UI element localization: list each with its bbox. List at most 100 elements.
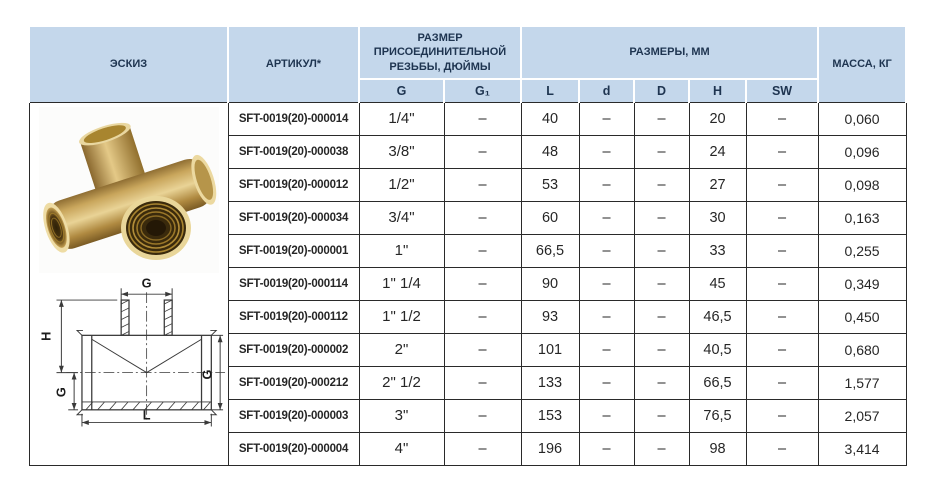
cell-h: 30 — [688, 200, 747, 235]
dim-label-h: H — [38, 331, 53, 340]
cell-d_cap: – — [633, 167, 690, 202]
cell-mass: 0,450 — [817, 299, 907, 334]
cell-article: SFT-0019(20)-000001 — [227, 233, 360, 268]
cell-mass: 0,098 — [817, 167, 907, 202]
cell-d: – — [578, 167, 635, 202]
cell-sw: – — [745, 266, 819, 301]
cell-h: 98 — [688, 431, 747, 466]
cell-mass: 1,577 — [817, 365, 907, 400]
cell-article: SFT-0019(20)-000012 — [227, 167, 360, 202]
cell-l: 60 — [520, 200, 580, 235]
cell-mass: 0,255 — [817, 233, 907, 268]
brass-tee-photo — [38, 106, 219, 273]
cell-sw: – — [745, 200, 819, 235]
cell-g: 4" — [358, 431, 445, 466]
cell-article: SFT-0019(20)-000002 — [227, 332, 360, 367]
cell-h: 45 — [688, 266, 747, 301]
spec-table-body: G H G G — [28, 101, 907, 466]
dim-label-g-left: G — [53, 387, 68, 397]
cell-h: 76,5 — [688, 398, 747, 433]
cell-article: SFT-0019(20)-000034 — [227, 200, 360, 235]
cell-h: 33 — [688, 233, 747, 268]
cell-l: 196 — [520, 431, 580, 466]
cell-g1: – — [443, 266, 522, 301]
header-col-g: G — [358, 78, 445, 102]
cell-h: 24 — [688, 134, 747, 169]
cell-mass: 0,163 — [817, 200, 907, 235]
cell-l: 48 — [520, 134, 580, 169]
sketch-cell-content: G H G G — [38, 106, 225, 431]
dim-label-l: L — [142, 407, 150, 422]
cell-h: 27 — [688, 167, 747, 202]
header-col-d-cap: D — [633, 78, 691, 102]
cell-d_cap: – — [633, 200, 690, 235]
cell-d: – — [578, 233, 635, 268]
header-group-row: ЭСКИЗ АРТИКУЛ* РАЗМЕР ПРИСОЕДИНИТЕЛЬНОЙ … — [28, 25, 908, 102]
header-sub-row: G G₁ L d D H SW — [29, 78, 906, 102]
cell-l: 93 — [520, 299, 580, 334]
table-row: SFT-0019(20)-000038 3/8" –48– –24–0,096 — [29, 134, 907, 169]
cell-sw: – — [745, 101, 819, 136]
cell-h: 20 — [688, 101, 747, 136]
cell-d: – — [578, 332, 635, 367]
table-row: SFT-0019(20)-000114 1" 1/4–90– –45–0,349 — [29, 266, 907, 301]
cell-d: – — [578, 365, 635, 400]
cell-mass: 0,060 — [817, 101, 907, 136]
cell-d: – — [578, 266, 635, 301]
cell-g1: – — [443, 398, 522, 433]
cell-article: SFT-0019(20)-000112 — [227, 299, 360, 334]
cell-g: 3/8" — [358, 134, 445, 169]
cell-g1: – — [443, 101, 522, 136]
cell-mass: 2,057 — [817, 398, 907, 433]
cell-d: – — [578, 101, 635, 136]
cell-g1: – — [443, 233, 522, 268]
cell-g1: – — [443, 365, 522, 400]
cell-l: 101 — [520, 332, 580, 367]
cell-d_cap: – — [633, 266, 690, 301]
cell-d_cap: – — [633, 365, 690, 400]
cell-d_cap: – — [633, 233, 690, 268]
cell-l: 53 — [520, 167, 580, 202]
cell-l: 133 — [520, 365, 580, 400]
cell-sw: – — [745, 134, 819, 169]
cell-g1: – — [443, 299, 522, 334]
cell-d: – — [578, 398, 635, 433]
cell-g1: – — [443, 167, 522, 202]
cell-mass: 0,680 — [817, 332, 907, 367]
cell-g: 1/4" — [358, 101, 445, 136]
header-col-l: L — [520, 78, 581, 102]
dim-label-g-right: G — [199, 369, 214, 379]
cell-g1: – — [443, 134, 522, 169]
table-row: SFT-0019(20)-000004 4" –196– –98–3,414 — [29, 431, 907, 466]
cell-d_cap: – — [633, 431, 690, 466]
dim-label-g-top: G — [141, 275, 151, 290]
cell-g: 2" 1/2 — [358, 365, 445, 400]
header-col-d: d — [578, 78, 636, 102]
cell-sw: – — [745, 167, 819, 202]
spec-table-wrap: ЭСКИЗ АРТИКУЛ* РАЗМЕР ПРИСОЕДИНИТЕЛЬНОЙ … — [28, 25, 908, 466]
spec-table: ЭСКИЗ АРТИКУЛ* РАЗМЕР ПРИСОЕДИНИТЕЛЬНОЙ … — [28, 25, 908, 466]
cell-h: 40,5 — [688, 332, 747, 367]
header-thread-group: РАЗМЕР ПРИСОЕДИНИТЕЛЬНОЙ РЕЗЬБЫ, ДЮЙМЫ — [357, 25, 523, 79]
cell-article: SFT-0019(20)-000014 — [227, 101, 360, 136]
cell-l: 66,5 — [520, 233, 580, 268]
header-mass: МАССА, КГ — [817, 25, 908, 102]
cell-h: 66,5 — [688, 365, 747, 400]
table-row: SFT-0019(20)-000001 1" –66,5– –33–0,255 — [29, 233, 907, 268]
header-article: АРТИКУЛ* — [227, 25, 360, 102]
table-row: SFT-0019(20)-000212 2" 1/2–133– –66,5–1,57… — [29, 365, 907, 400]
cell-d_cap: – — [633, 299, 690, 334]
cell-mass: 0,096 — [817, 134, 907, 169]
table-row: SFT-0019(20)-000112 1" 1/2–93– –46,5–0,450 — [29, 299, 907, 334]
cell-article: SFT-0019(20)-000212 — [227, 365, 360, 400]
cell-g: 1" 1/2 — [358, 299, 445, 334]
cell-article: SFT-0019(20)-000038 — [227, 134, 360, 169]
cell-h: 46,5 — [688, 299, 747, 334]
cell-g: 3/4" — [358, 200, 445, 235]
cell-sw: – — [745, 332, 819, 367]
cell-d_cap: – — [633, 134, 690, 169]
cell-l: 90 — [520, 266, 580, 301]
header-col-h: H — [688, 78, 748, 102]
cell-l: 40 — [520, 101, 580, 136]
cell-d_cap: – — [633, 398, 690, 433]
